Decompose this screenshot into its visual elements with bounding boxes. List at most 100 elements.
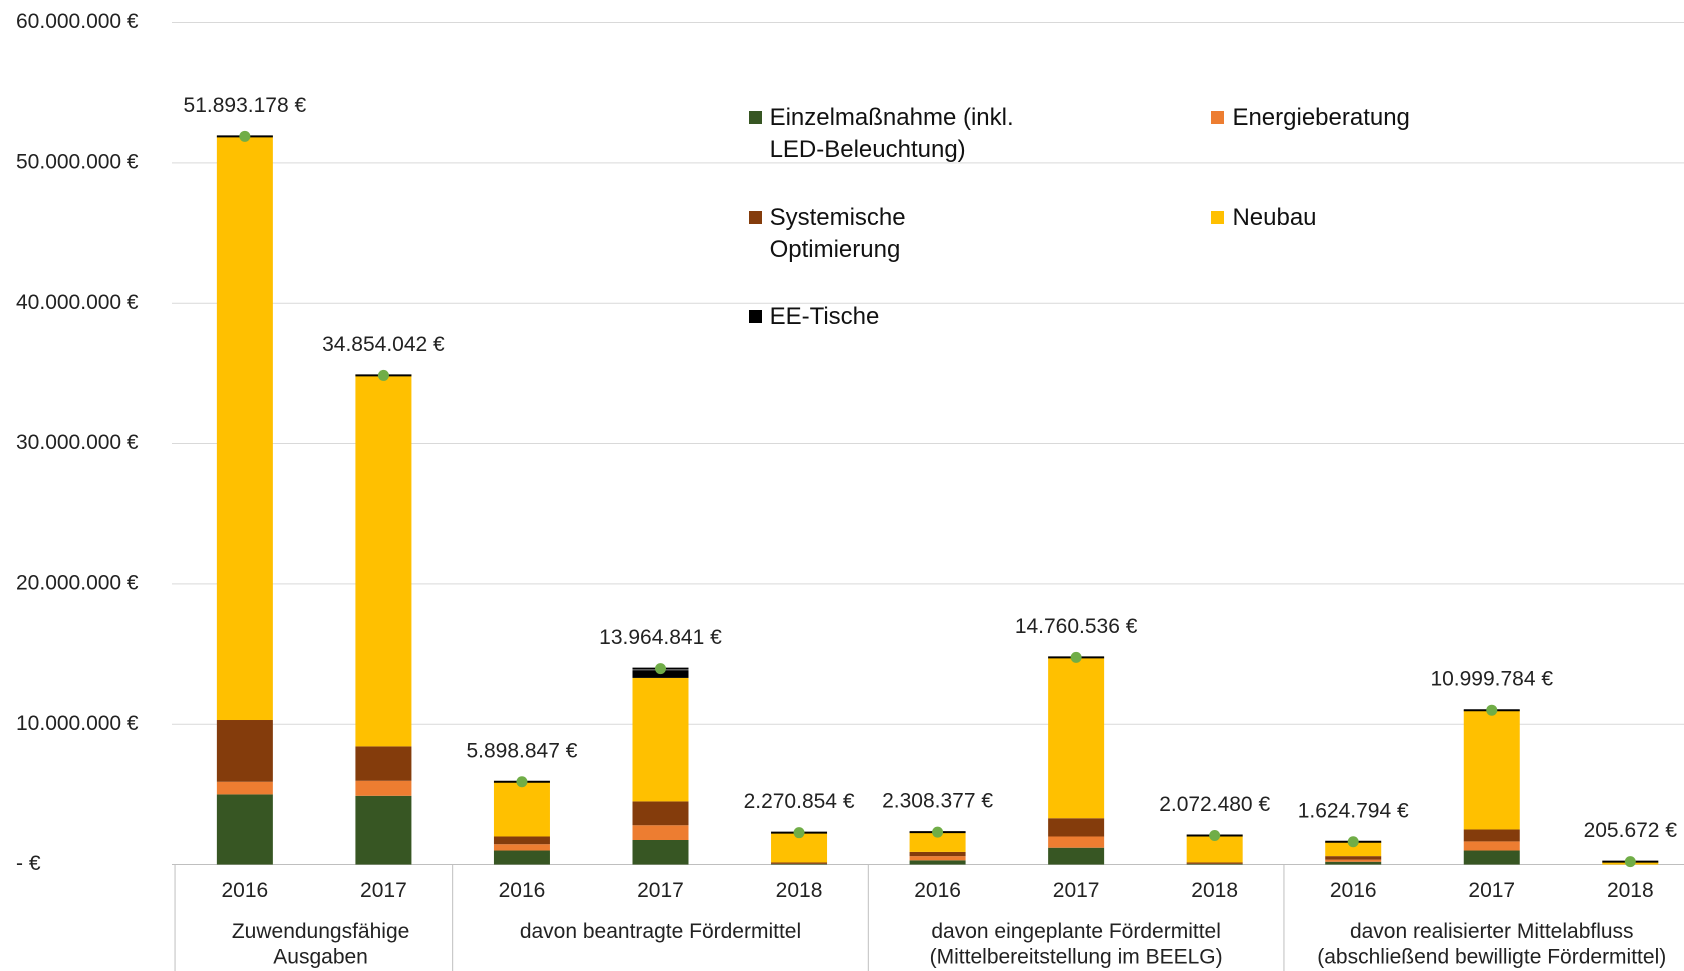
legend-entry: Einzelmaßnahme (inkl. LED-Beleuchtung) [748, 102, 1169, 166]
x-tick-label: 2018 [776, 879, 823, 902]
bar-segment [493, 844, 550, 851]
bar-segment [1048, 836, 1105, 848]
bar-segment [493, 836, 550, 845]
total-label: 51.893.178 € [184, 94, 307, 117]
total-label: 13.964.841 € [599, 626, 722, 649]
bar-segment [216, 136, 273, 721]
bar-segment [355, 746, 412, 781]
legend-label: Systemische Optimierung [769, 204, 906, 264]
bar-segment [1463, 710, 1520, 830]
bar-segment [771, 862, 828, 864]
bar-segment [909, 860, 966, 865]
legend-entry: Energieberatung [1211, 102, 1631, 134]
x-tick-label: 2017 [1053, 879, 1100, 902]
total-label: 1.624.794 € [1298, 799, 1409, 822]
bar-segment [1048, 847, 1105, 865]
y-tick-label: 60.000.000 € [16, 10, 139, 33]
x-tick-label: 2018 [1191, 879, 1238, 902]
x-tick-label: 2016 [499, 879, 546, 902]
bar-segment [216, 720, 273, 782]
bar-segment [1463, 829, 1520, 842]
bar-segment [632, 801, 689, 826]
legend-swatch [748, 211, 762, 225]
group-label: Zuwendungsfähige [232, 920, 409, 943]
x-tick-label: 2016 [1330, 879, 1377, 902]
total-label: 2.270.854 € [744, 790, 855, 813]
bar-segment [1325, 842, 1382, 857]
group-label: davon eingeplante Fördermittel [931, 920, 1221, 943]
total-marker [1624, 856, 1636, 868]
bar-segment [909, 856, 966, 861]
bar-segment [355, 795, 412, 865]
bar-segment [771, 863, 828, 865]
group-label: davon realisierter Mittelabfluss [1350, 920, 1634, 943]
total-marker [516, 776, 528, 788]
bar-segment [1325, 861, 1382, 865]
y-tick-label: - € [16, 852, 41, 875]
bar-segment [1048, 818, 1105, 837]
bar-segment [355, 780, 412, 796]
group-label: (Mittelbereitstellung im BEELG) [930, 946, 1223, 969]
bar-segment [1186, 862, 1243, 864]
total-marker [932, 826, 944, 838]
total-label: 10.999.784 € [1430, 668, 1553, 691]
legend-swatch [748, 309, 762, 323]
bar-segment [216, 794, 273, 865]
x-tick-label: 2016 [222, 879, 269, 902]
total-marker [239, 130, 251, 142]
bar-segment [909, 851, 966, 857]
x-tick-label: 2017 [637, 879, 684, 902]
total-marker [654, 663, 666, 675]
legend-label: Energieberatung [1232, 104, 1410, 132]
total-label: 2.072.480 € [1159, 793, 1270, 816]
total-marker [1486, 704, 1498, 716]
total-label: 34.854.042 € [322, 333, 445, 356]
legend-swatch [1211, 111, 1225, 125]
group-label: davon beantragte Fördermittel [520, 920, 801, 943]
bar-segment [1325, 856, 1382, 860]
bar-segment [493, 850, 550, 865]
legend-swatch [748, 111, 762, 125]
y-tick-label: 40.000.000 € [16, 291, 139, 314]
bar-segment [909, 832, 966, 852]
total-label: 205.672 € [1584, 819, 1678, 842]
total-marker [1209, 829, 1221, 841]
total-marker [1070, 651, 1082, 663]
total-label: 5.898.847 € [466, 739, 577, 762]
bar-segment [632, 825, 689, 840]
legend-label: Einzelmaßnahme (inkl. LED-Beleuchtung) [769, 104, 1014, 164]
bar-segment [632, 677, 689, 802]
bar-segment [355, 374, 412, 747]
y-tick-label: 20.000.000 € [16, 571, 139, 594]
bar-segment [1325, 859, 1382, 862]
total-marker [1347, 836, 1359, 848]
total-label: 14.760.536 € [1015, 615, 1138, 638]
y-tick-label: 10.000.000 € [16, 712, 139, 735]
total-marker [793, 827, 805, 839]
y-tick-label: 30.000.000 € [16, 431, 139, 454]
legend-entry: Systemische Optimierung [748, 202, 1169, 266]
bar-segment [1048, 657, 1105, 819]
x-tick-label: 2018 [1607, 879, 1654, 902]
legend-swatch [1211, 211, 1225, 225]
legend-entry: Neubau [1211, 202, 1631, 234]
x-tick-label: 2017 [360, 879, 407, 902]
group-label: Ausgaben [273, 946, 368, 969]
bar-segment [1463, 850, 1520, 865]
y-tick-label: 50.000.000 € [16, 150, 139, 173]
x-tick-label: 2017 [1468, 879, 1515, 902]
legend-label: EE-Tische [769, 302, 880, 330]
bar-segment [216, 781, 273, 795]
total-marker [377, 369, 389, 381]
bar-segment [493, 781, 550, 837]
group-label: (abschließend bewilligte Fördermittel) [1317, 946, 1666, 969]
legend-entry: EE-Tische [748, 301, 1169, 333]
bar-segment [632, 839, 689, 865]
bar-segment [1463, 841, 1520, 851]
legend-label: Neubau [1232, 204, 1317, 232]
x-tick-label: 2016 [914, 879, 961, 902]
total-label: 2.308.377 € [882, 790, 993, 813]
bar-segment [1186, 863, 1243, 865]
